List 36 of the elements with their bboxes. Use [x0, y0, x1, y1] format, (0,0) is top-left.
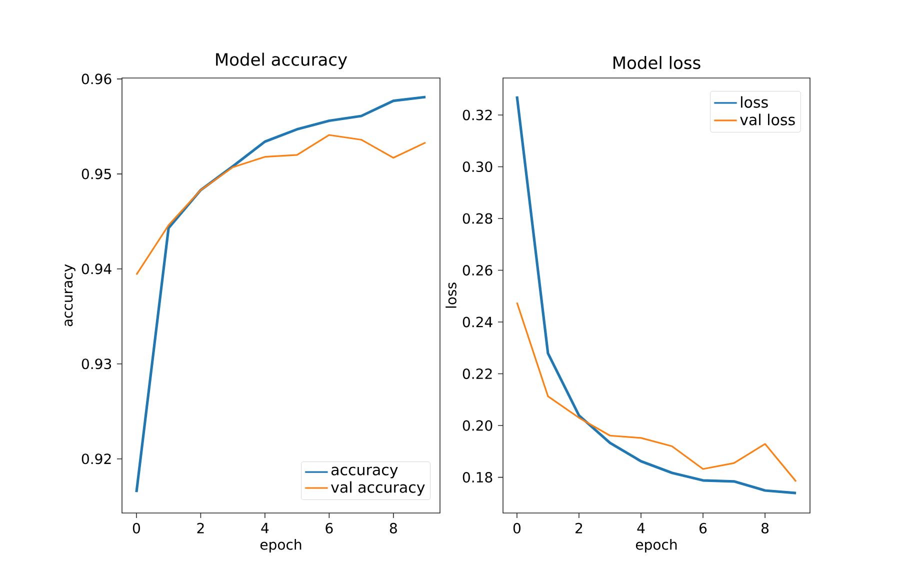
y-tick-label: 0.20 [462, 420, 492, 431]
x-tick-label: 4 [261, 522, 269, 534]
chart-title: Model accuracy [216, 52, 348, 70]
y-tick-label: 0.92 [82, 454, 111, 464]
y-tick-label: 0.18 [462, 472, 492, 483]
y-axis-title: accuracy [64, 264, 76, 326]
y-tick-label: 0.30 [462, 161, 492, 172]
y-axis-title: loss [446, 282, 456, 308]
x-tick-label: 2 [197, 522, 204, 534]
x-tick-label: 0 [513, 522, 520, 534]
x-tick-label: 4 [637, 522, 645, 534]
line-series [516, 302, 797, 482]
y-tick-label: 0.22 [462, 368, 492, 380]
x-tick-label: 8 [762, 522, 769, 534]
y-tick-label: 0.32 [462, 110, 492, 120]
line-series [136, 134, 426, 276]
x-axis-title: epoch [260, 538, 302, 553]
legend-label: val loss [740, 114, 795, 126]
y-tick-label: 0.93 [82, 358, 112, 370]
x-tick-label: 8 [390, 522, 397, 534]
legend-label: accuracy [331, 466, 398, 478]
chart-title: Model loss [614, 56, 700, 70]
y-tick-label: 0.26 [462, 264, 492, 276]
x-tick-label: 0 [132, 522, 140, 534]
legend-label: val accuracy [331, 481, 425, 496]
y-tick-label: 0.95 [82, 168, 111, 180]
x-axis-title: epoch [636, 538, 677, 553]
y-tick-label: 0.96 [82, 74, 112, 84]
x-tick-label: 6 [326, 522, 333, 534]
y-tick-label: 0.28 [462, 213, 492, 224]
y-tick-label: 0.94 [82, 264, 112, 274]
legend-label: loss [741, 96, 768, 108]
x-tick-label: 2 [576, 522, 582, 534]
line-series [516, 95, 798, 494]
y-tick-label: 0.24 [462, 316, 492, 328]
x-tick-label: 6 [700, 522, 707, 534]
